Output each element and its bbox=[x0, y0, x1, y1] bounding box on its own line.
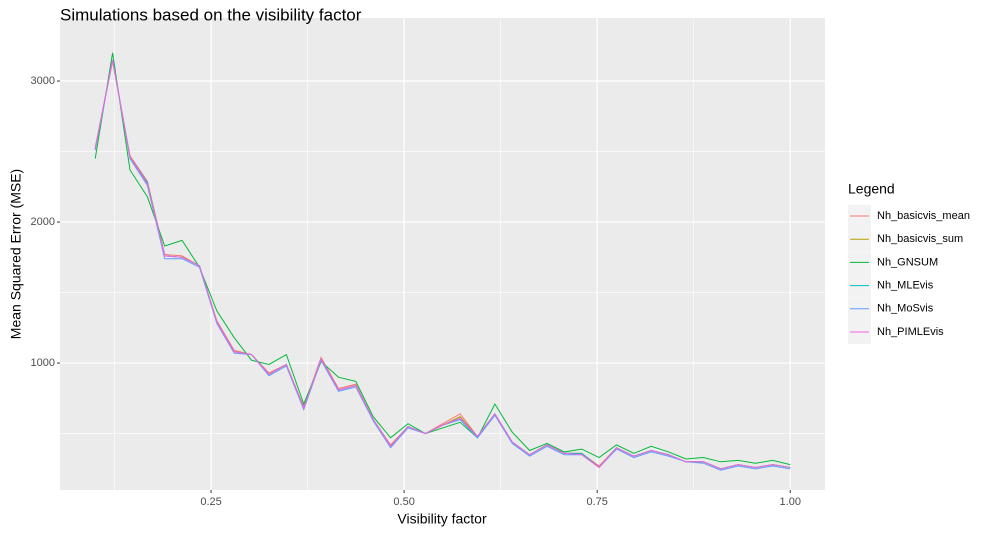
grid bbox=[60, 18, 825, 490]
legend-title: Legend bbox=[848, 181, 895, 197]
legend-label: Nh_GNSUM bbox=[877, 256, 938, 268]
series-line bbox=[94, 59, 791, 470]
y-tick-label: 3000 bbox=[31, 75, 55, 87]
legend: Nh_basicvis_mean Nh_basicvis_sum Nh_GNSUM N… bbox=[848, 205, 970, 344]
legend-label: Nh_basicvis_sum bbox=[877, 233, 963, 245]
x-tick-label: 1.00 bbox=[780, 496, 801, 508]
y-axis-title: Mean Squared Error (MSE) bbox=[8, 169, 24, 339]
legend-label: Nh_PIMLEvis bbox=[877, 326, 944, 338]
x-tick-label: 0.25 bbox=[200, 496, 221, 508]
series-line bbox=[94, 52, 791, 466]
legend-label: Nh_basicvis_mean bbox=[877, 210, 970, 222]
x-axis-title: Visibility factor bbox=[397, 511, 487, 527]
legend-label: Nh_MLEvis bbox=[877, 280, 934, 292]
x-tick-label: 0.50 bbox=[393, 496, 414, 508]
chart-title: Simulations based on the visibility fact… bbox=[60, 5, 362, 24]
y-tick-label: 2000 bbox=[31, 216, 55, 228]
legend-label: Nh_MoSvis bbox=[877, 303, 934, 315]
y-tick-label: 1000 bbox=[31, 357, 55, 369]
x-tick-label: 0.75 bbox=[586, 496, 607, 508]
lines bbox=[94, 52, 791, 471]
panel bbox=[60, 18, 825, 490]
